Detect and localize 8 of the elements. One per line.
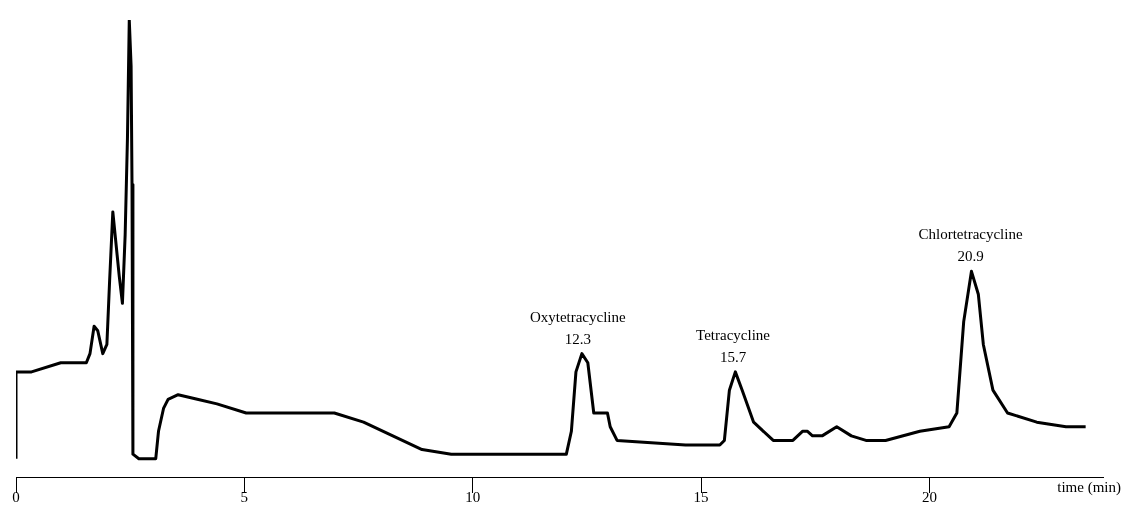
annotation: Oxytetracycline 12.3: [529, 308, 626, 347]
x-tick-label: 10: [465, 488, 481, 505]
x-tick-label: 20: [921, 488, 937, 505]
x-tick-label: 0: [12, 488, 20, 505]
x-tick-label: 15: [693, 488, 709, 505]
x-axis-title: time (min): [1057, 479, 1121, 497]
annotation: Chlortetracycline 20.9: [918, 226, 1023, 265]
annotation: Tetracycline 15.7: [696, 326, 771, 365]
